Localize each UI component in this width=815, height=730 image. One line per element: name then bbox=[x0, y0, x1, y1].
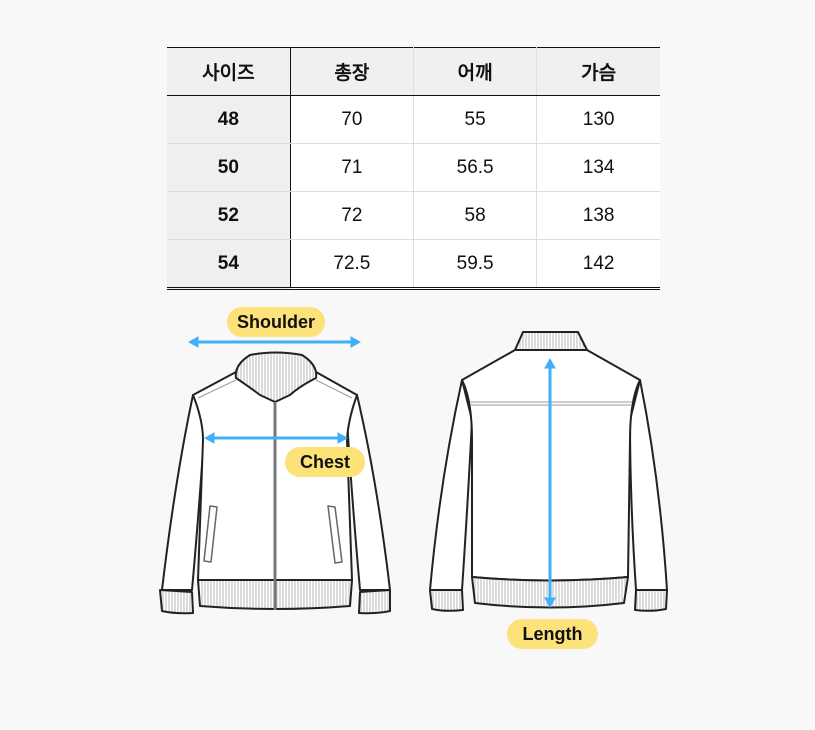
table-row: 54 72.5 59.5 142 bbox=[167, 239, 660, 289]
cell-size: 52 bbox=[167, 191, 291, 240]
header-shoulder: 어깨 bbox=[412, 47, 538, 96]
cell-shoulder: 56.5 bbox=[412, 143, 538, 192]
shoulder-arrow bbox=[187, 336, 362, 348]
front-jacket-drawing bbox=[159, 351, 391, 615]
cell-size: 54 bbox=[167, 239, 291, 289]
chest-label: Chest bbox=[285, 447, 365, 477]
cell-chest: 138 bbox=[536, 191, 660, 240]
chest-arrow bbox=[203, 432, 349, 444]
cell-chest: 142 bbox=[536, 239, 660, 289]
size-chart-table: 사이즈 총장 어깨 가슴 48 70 55 130 50 71 56.5 134… bbox=[167, 47, 660, 290]
table-row: 48 70 55 130 bbox=[167, 95, 660, 144]
shoulder-label: Shoulder bbox=[227, 307, 325, 337]
header-chest: 가슴 bbox=[536, 47, 660, 96]
cell-length: 72.5 bbox=[289, 239, 415, 289]
table-row: 52 72 58 138 bbox=[167, 191, 660, 240]
cell-size: 48 bbox=[167, 95, 291, 144]
cell-length: 72 bbox=[289, 191, 415, 240]
length-label: Length bbox=[507, 619, 598, 649]
cell-shoulder: 58 bbox=[412, 191, 538, 240]
length-arrow bbox=[544, 357, 556, 609]
cell-shoulder: 55 bbox=[412, 95, 538, 144]
header-size: 사이즈 bbox=[167, 47, 291, 96]
cell-length: 71 bbox=[289, 143, 415, 192]
table-row: 50 71 56.5 134 bbox=[167, 143, 660, 192]
cell-size: 50 bbox=[167, 143, 291, 192]
cell-chest: 134 bbox=[536, 143, 660, 192]
cell-shoulder: 59.5 bbox=[412, 239, 538, 289]
